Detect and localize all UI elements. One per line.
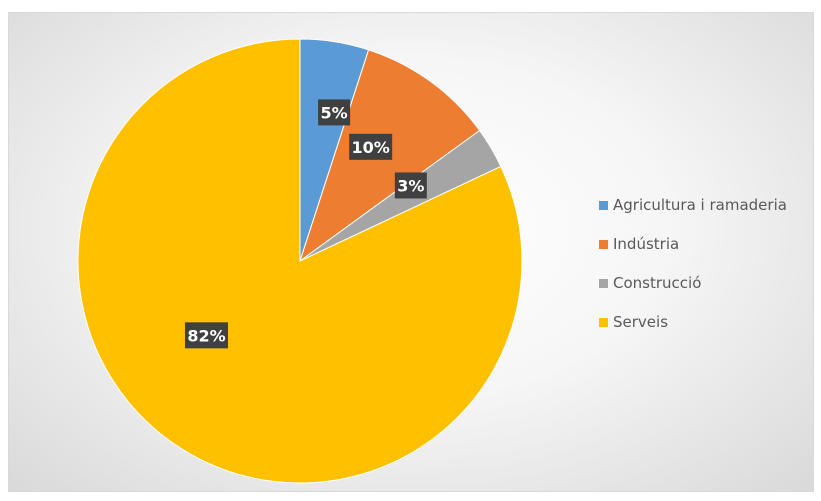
legend-item-industria: Indústria [599,234,787,254]
pie-chart: 5%10% 3% 82% [77,38,523,484]
data-label-text-serveis: 82% [187,326,225,345]
data-label-text-construccio: 3% [397,176,424,195]
data-label-serveis: 82% [184,322,228,349]
legend-swatch-serveis [599,317,608,327]
data-label-box-serveis [184,322,228,349]
legend: Agricultura i ramaderia Indústria Constr… [599,195,787,351]
legend-item-serveis: Serveis [599,312,787,332]
data-label-agricultura: 5% [318,99,351,126]
chart-area: 5% 10% 3% 82% Agricultura i ramaderia Indús… [8,12,814,492]
data-label-industria: 10% [349,133,393,160]
legend-label-agricultura: Agricultura i ramaderia [613,196,787,214]
data-label-box-industria [349,133,393,160]
data-label-text-agricultura: 5% [321,103,348,122]
data-label-box-agricultura [318,99,351,126]
legend-item-agricultura: Agricultura i ramaderia [599,195,787,215]
legend-label-serveis: Serveis [613,313,669,331]
legend-label-industria: Indústria [613,235,680,253]
data-label-box-construccio [394,172,427,199]
data-label-text-industria: 10% [352,138,390,157]
pie-slice-serveis [77,38,523,484]
legend-swatch-agricultura [599,200,608,210]
legend-swatch-construccio [599,278,608,288]
data-label-construccio: 3% [394,172,427,199]
legend-swatch-industria [599,239,608,249]
legend-label-construccio: Construcció [613,274,702,292]
legend-item-construccio: Construcció [599,273,787,293]
